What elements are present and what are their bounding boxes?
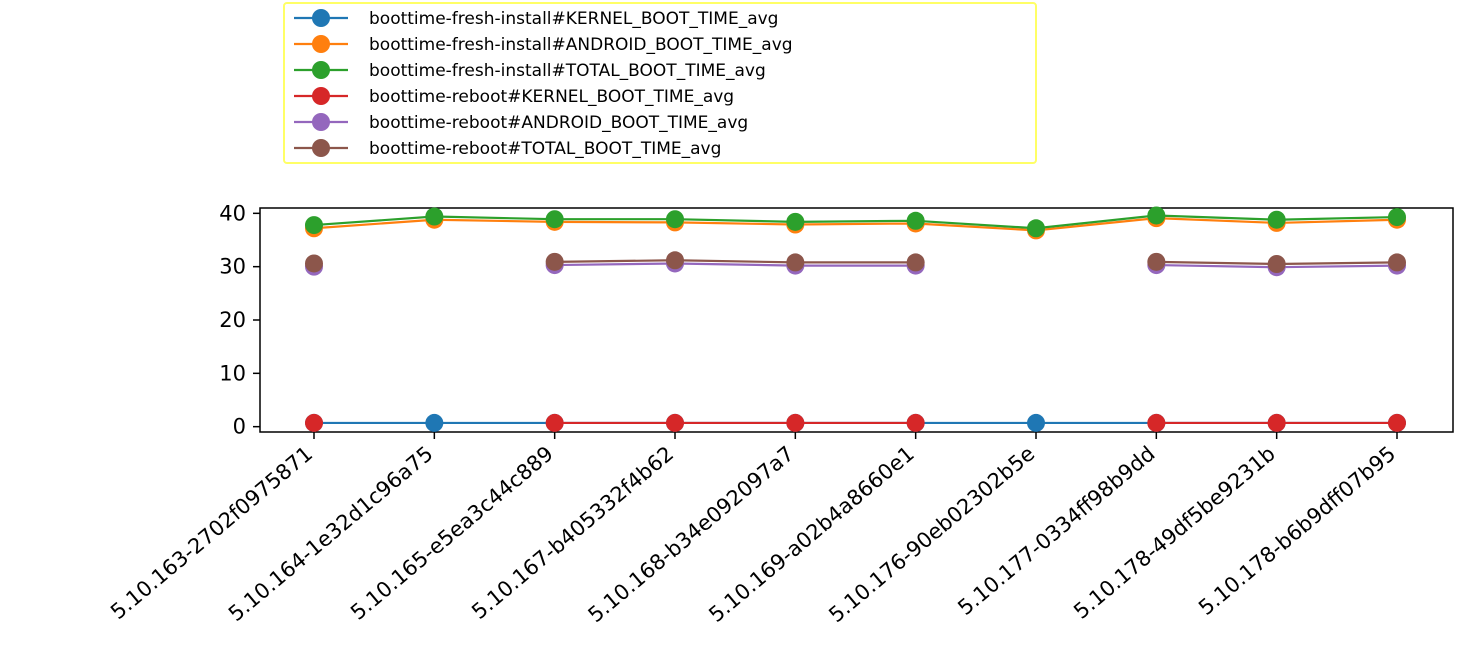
x-tick-label: 5.10.176-90eb02302b5e (824, 441, 1039, 627)
x-tick-label: 5.10.178-49df5be9231b (1069, 441, 1280, 623)
data-point (906, 413, 925, 432)
x-tick-label: 5.10.177-0334ff98b9dd (953, 441, 1159, 619)
legend-item: boottime-fresh-install#KERNEL_BOOT_TIME_… (294, 9, 778, 29)
series-3 (305, 206, 1406, 238)
data-point (1147, 413, 1166, 432)
legend-marker (312, 113, 330, 131)
legend-marker (312, 9, 330, 27)
data-point (1027, 413, 1045, 432)
legend-marker (312, 35, 330, 53)
legend-label: boottime-fresh-install#ANDROID_BOOT_TIME… (369, 35, 793, 55)
legend-label: boottime-fresh-install#KERNEL_BOOT_TIME_… (369, 9, 778, 29)
x-tick-label: 5.10.167-b405332f4b62 (467, 441, 678, 624)
x-tick-label: 5.10.164-1e32d1c96a75 (224, 441, 438, 626)
data-point (1147, 206, 1166, 225)
data-point (786, 212, 805, 231)
data-point (1147, 252, 1166, 271)
data-point (666, 413, 684, 432)
legend-box (283, 2, 1037, 164)
data-point (906, 253, 925, 272)
legend-item: boottime-reboot#ANDROID_BOOT_TIME_avg (294, 113, 748, 133)
x-tick-label: 5.10.169-a02b4a8660e1 (704, 441, 919, 626)
data-point (425, 413, 444, 432)
data-point (305, 216, 323, 235)
x-tick-label: 5.10.163-2702f0975871 (106, 441, 317, 624)
plot-area-frame (259, 207, 1454, 433)
data-point (545, 210, 564, 229)
data-point (545, 413, 564, 432)
x-tick-label: 5.10.178-b6b9dff07b95 (1194, 441, 1400, 619)
legend-items: boottime-fresh-install#KERNEL_BOOT_TIME_… (294, 9, 793, 159)
data-point (1267, 413, 1286, 432)
legend-marker (312, 139, 330, 157)
data-point (545, 252, 564, 271)
data-point (1267, 255, 1286, 273)
data-point (1027, 219, 1045, 238)
data-point (1388, 253, 1406, 272)
series-line (554, 262, 916, 267)
data-point (1388, 208, 1406, 227)
data-point (1388, 413, 1406, 432)
series-4 (305, 413, 1406, 432)
data-point (786, 253, 805, 272)
data-point (1267, 210, 1286, 229)
x-tick-label: 5.10.168-b34e092097a7 (584, 441, 799, 627)
y-tick-label: 0 (233, 415, 246, 439)
legend-label: boottime-reboot#ANDROID_BOOT_TIME_avg (369, 113, 748, 133)
x-axis: 5.10.163-2702f09758715.10.164-1e32d1c96a… (106, 432, 1400, 627)
data-point (786, 413, 805, 432)
y-tick-label: 30 (219, 255, 246, 279)
series-line (313, 217, 1398, 232)
data-point (305, 254, 323, 273)
y-tick-label: 40 (219, 201, 246, 225)
y-tick-label: 10 (219, 361, 246, 385)
legend-item: boottime-fresh-install#TOTAL_BOOT_TIME_a… (294, 61, 766, 81)
y-axis: 0 10 20 30 40 (219, 201, 260, 439)
data-point (305, 413, 323, 432)
data-point (425, 207, 444, 226)
legend: boottime-fresh-install#KERNEL_BOOT_TIME_… (283, 2, 1037, 164)
series-line (554, 259, 916, 264)
legend-marker (312, 87, 330, 105)
series-layer (305, 206, 1406, 432)
legend-item: boottime-reboot#KERNEL_BOOT_TIME_avg (294, 87, 734, 107)
legend-label: boottime-fresh-install#TOTAL_BOOT_TIME_a… (369, 61, 766, 81)
series-5 (305, 254, 1406, 277)
legend-item: boottime-reboot#TOTAL_BOOT_TIME_avg (294, 139, 721, 159)
legend-label: boottime-reboot#TOTAL_BOOT_TIME_avg (369, 139, 721, 159)
x-tick-label: 5.10.165-e5ea3c44c889 (346, 441, 558, 624)
series-line (313, 214, 1398, 230)
data-point (666, 251, 684, 270)
series-6 (305, 251, 1406, 273)
legend-item: boottime-fresh-install#ANDROID_BOOT_TIME… (294, 35, 793, 55)
legend-label: boottime-reboot#KERNEL_BOOT_TIME_avg (369, 87, 734, 107)
data-point (666, 210, 684, 229)
y-tick-label: 20 (219, 308, 246, 332)
legend-marker (312, 61, 330, 79)
data-point (906, 211, 925, 230)
series-2 (305, 209, 1406, 240)
